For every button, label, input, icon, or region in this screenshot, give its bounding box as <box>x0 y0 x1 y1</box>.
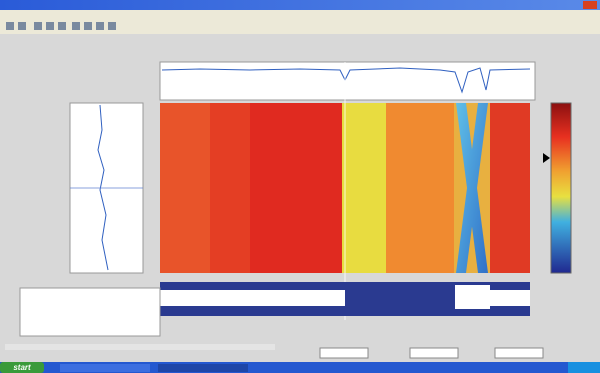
tool-button[interactable] <box>96 22 104 30</box>
heatmap-band <box>386 103 454 273</box>
trace-plot <box>160 62 535 100</box>
tool-button[interactable] <box>6 22 14 30</box>
tool-button[interactable] <box>46 22 54 30</box>
colorbar <box>551 103 571 273</box>
tool-button[interactable] <box>58 22 66 30</box>
heatmap-band <box>160 103 210 273</box>
tool-button[interactable] <box>108 22 116 30</box>
task-button[interactable] <box>158 364 248 372</box>
tool-button[interactable] <box>34 22 42 30</box>
tool-button[interactable] <box>84 22 92 30</box>
waveform-region <box>455 285 490 309</box>
task-button[interactable] <box>60 364 150 372</box>
menu-bar <box>0 10 600 18</box>
toolbar-buttons <box>6 22 116 30</box>
screen: start <box>0 0 600 373</box>
tool-button[interactable] <box>72 22 80 30</box>
input-field[interactable] <box>495 348 543 358</box>
tool-button[interactable] <box>18 22 26 30</box>
start-label: start <box>13 363 31 372</box>
input-field[interactable] <box>410 348 458 358</box>
input-field[interactable] <box>320 348 368 358</box>
page: start (() => { const data = JSON.parse(d… <box>0 0 600 373</box>
title-bar <box>0 0 600 10</box>
heatmap-band <box>490 103 530 273</box>
close-button[interactable] <box>583 1 597 9</box>
heatmap-band <box>250 103 342 273</box>
heatmap <box>160 62 530 320</box>
heatmap-band <box>210 103 250 273</box>
pointer <box>543 153 550 163</box>
status-bar <box>5 344 275 350</box>
waveform-region <box>490 290 530 306</box>
waveform-region <box>160 290 345 306</box>
legend-box <box>20 288 160 336</box>
tray <box>568 362 600 373</box>
heatmap-band <box>342 103 386 273</box>
